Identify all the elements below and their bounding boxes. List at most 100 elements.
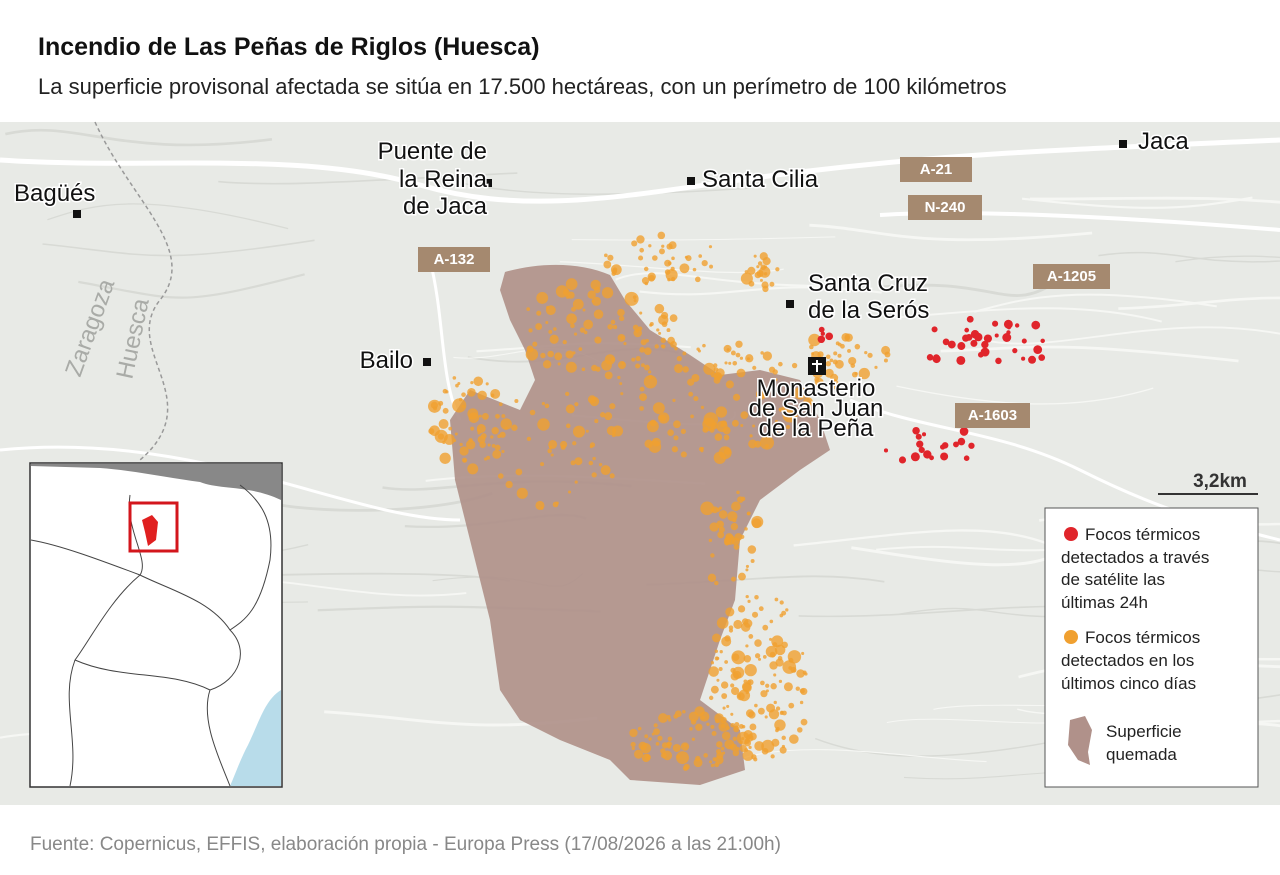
- hotspot-24h: [940, 452, 949, 461]
- hotspot-5-days: [751, 754, 757, 760]
- hotspot-5-days: [554, 352, 563, 361]
- contour: [78, 273, 305, 299]
- legend-label: Focos térmicos detectados en los últimos…: [1061, 628, 1205, 693]
- hotspot-5-days: [461, 404, 465, 409]
- hotspot-5-days: [600, 465, 611, 476]
- hotspot-5-days: [631, 240, 638, 247]
- hotspot-5-days: [553, 327, 557, 331]
- hotspot-5-days: [752, 424, 756, 428]
- hotspot-5-days: [835, 341, 840, 346]
- hotspot-5-days: [756, 265, 760, 269]
- hotspot-24h: [1006, 325, 1012, 330]
- hotspot-5-days: [858, 367, 870, 380]
- hotspot-5-days: [829, 358, 834, 363]
- hotspot-24h: [910, 452, 920, 462]
- hotspot-5-days: [478, 414, 482, 418]
- hotspot-5-days: [730, 522, 738, 531]
- hotspot-5-days: [757, 707, 765, 715]
- hotspot-5-days: [439, 452, 451, 464]
- hotspot-5-days: [769, 637, 773, 641]
- hotspot-5-days: [589, 445, 593, 449]
- hotspot-5-days: [732, 360, 738, 366]
- hotspot-5-days: [481, 412, 489, 420]
- contour: [1021, 196, 1253, 209]
- hotspot-5-days: [603, 260, 612, 269]
- hotspot-5-days: [736, 490, 740, 495]
- hotspot-5-days: [744, 527, 748, 531]
- hotspot-5-days: [773, 700, 777, 705]
- hotspot-5-days: [498, 402, 503, 407]
- hotspot-5-days: [771, 738, 780, 747]
- hotspot-24h: [963, 455, 970, 462]
- hotspot-5-days: [620, 392, 624, 396]
- hotspot-5-days: [703, 753, 708, 758]
- contour: [744, 749, 987, 763]
- hotspot-5-days: [448, 426, 453, 431]
- hotspot-5-days: [690, 719, 697, 725]
- hotspot-5-days: [692, 267, 697, 272]
- place-marker: [73, 210, 81, 218]
- hotspot-5-days: [840, 343, 845, 349]
- road-label: N-240: [925, 199, 966, 216]
- source: Fuente: Copernicus, EFFIS, elaboración p…: [30, 834, 781, 855]
- hotspot-5-days: [864, 350, 868, 355]
- hotspot-5-days: [671, 256, 675, 261]
- hotspot-5-days: [545, 305, 556, 316]
- hotspot-5-days: [547, 350, 554, 358]
- hotspot-24h: [916, 440, 924, 448]
- hotspot-5-days: [455, 383, 459, 388]
- hotspot-5-days: [711, 730, 717, 736]
- hotspot-5-days: [703, 362, 716, 375]
- hotspot-5-days: [494, 444, 501, 451]
- contour: [809, 223, 1093, 242]
- hotspot-5-days: [757, 657, 762, 661]
- contour: [457, 181, 752, 195]
- hotspot-24h: [932, 354, 941, 364]
- hotspot-5-days: [644, 734, 649, 739]
- road-label: A-1603: [968, 407, 1017, 424]
- hotspot-5-days: [759, 278, 763, 282]
- hotspot-5-days: [693, 396, 699, 402]
- hotspot-5-days: [782, 407, 798, 423]
- hotspot-24h: [1031, 320, 1041, 330]
- hotspot-5-days: [664, 259, 672, 267]
- hotspot-5-days: [438, 418, 449, 429]
- cross: [812, 360, 822, 372]
- hotspot-5-days: [468, 438, 473, 443]
- hotspot-5-days: [639, 311, 643, 315]
- hotspot-5-days: [565, 404, 575, 414]
- hotspot-5-days: [710, 724, 715, 729]
- hotspot-5-days: [762, 351, 773, 361]
- hotspot-5-days: [574, 457, 583, 466]
- hotspot-5-days: [720, 746, 725, 751]
- hotspot-5-days: [700, 501, 714, 516]
- hotspot-5-days: [631, 746, 635, 751]
- hotspot-5-days: [676, 356, 682, 362]
- hotspot-5-days: [526, 436, 532, 442]
- hotspot-5-days: [773, 673, 777, 677]
- hotspot-5-days: [454, 432, 458, 436]
- hotspot-5-days: [535, 500, 545, 511]
- legend-label: Superficie quemada: [1106, 722, 1186, 764]
- hotspot-5-days: [712, 757, 717, 762]
- hotspot-5-days: [688, 391, 694, 397]
- hotspot-5-days: [774, 644, 786, 656]
- hotspot-5-days: [825, 354, 831, 359]
- hotspot-5-days: [467, 388, 476, 397]
- hotspot-5-days: [651, 437, 661, 447]
- hotspot-5-days: [735, 340, 743, 348]
- hotspot-5-days: [708, 695, 714, 701]
- hotspot-5-days: [566, 313, 577, 325]
- road-badge: [955, 403, 1030, 428]
- hotspot-5-days: [732, 736, 737, 741]
- hotspot-5-days: [695, 755, 701, 762]
- place-label: Puente de la Reina de Jaca: [378, 138, 488, 220]
- hotspot-5-days: [459, 446, 469, 456]
- hotspot-5-days: [501, 414, 506, 419]
- hotspot-5-days: [814, 377, 824, 387]
- hotspot-5-days: [755, 389, 767, 400]
- legend-swatch-orange: [1064, 630, 1078, 644]
- hotspot-5-days: [591, 364, 598, 372]
- contour: [1029, 196, 1280, 204]
- hotspot-5-days: [607, 254, 614, 261]
